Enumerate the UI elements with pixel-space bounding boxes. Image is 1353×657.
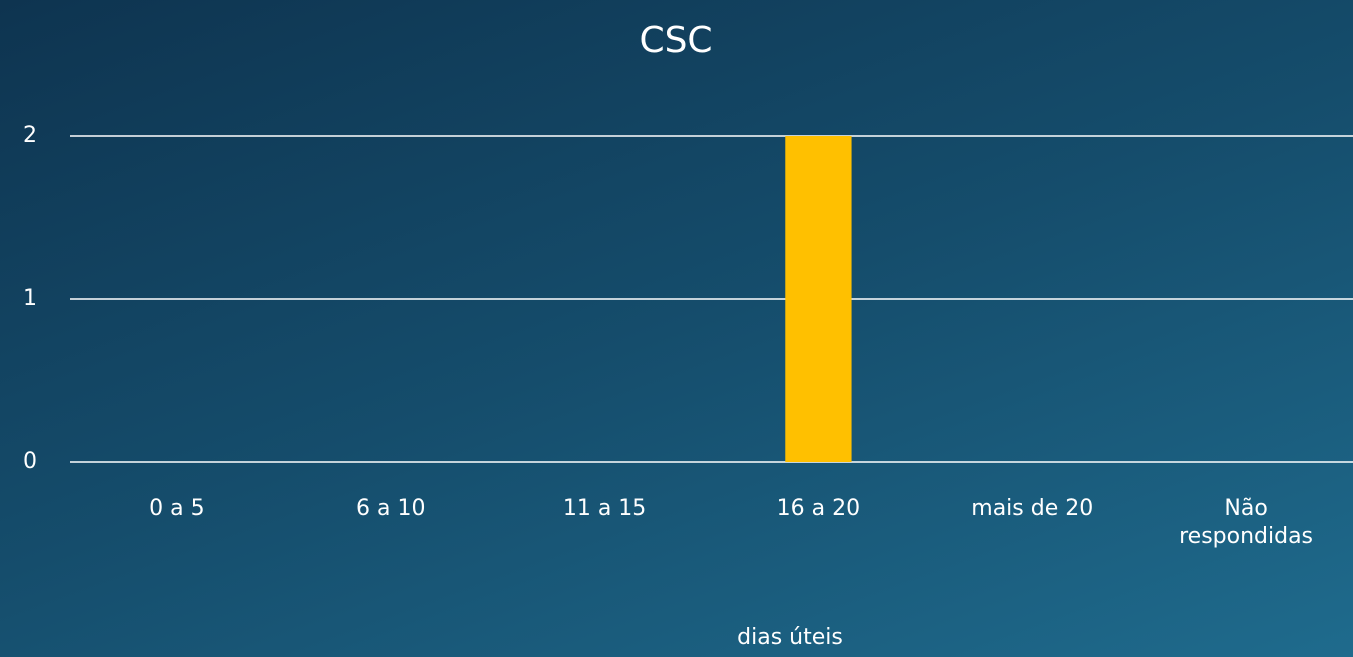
bar [785,136,852,462]
chart-title: CSC [639,20,712,61]
x-tick-label: 6 a 10 [356,496,426,521]
x-tick-label: 16 a 20 [776,496,861,521]
x-tick-label: Não respondidas [1179,496,1314,549]
x-tick-label: 0 a 5 [149,496,205,521]
y-tick-label: 1 [23,286,37,311]
x-tick-label: 11 a 15 [562,496,647,521]
y-tick-label: 0 [23,449,37,474]
x-axis-label: dias úteis [737,625,843,650]
y-tick-label: 2 [23,123,37,148]
x-tick-label: mais de 20 [971,496,1094,521]
